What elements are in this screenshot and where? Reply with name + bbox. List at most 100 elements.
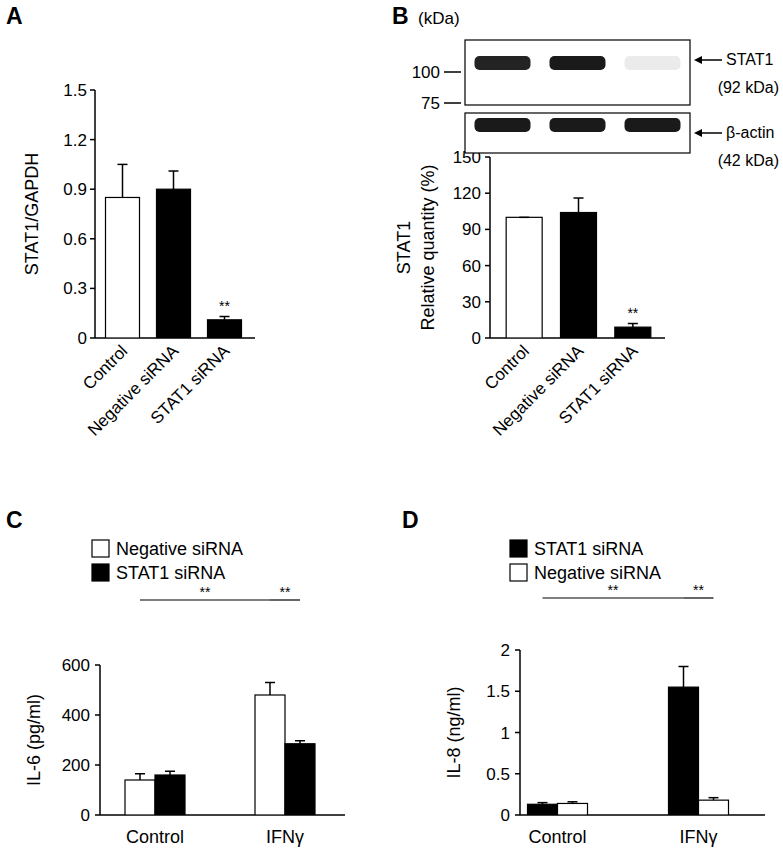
y-tick [90,139,95,141]
legend-label: STAT1 siRNA [116,563,225,583]
y-tick [95,814,100,816]
y-tick-label: 120 [453,184,481,203]
y-tick [95,764,100,766]
y-tick-label: 0 [472,329,481,348]
y-tick-label: 90 [462,220,481,239]
bar [255,695,285,815]
bar [558,803,588,815]
blot-arrowhead [694,56,702,64]
blot-band-size: (92 kDa) [718,79,779,96]
significance-label: ** [693,582,704,598]
error-line [269,683,271,696]
error-cap [679,666,689,668]
panel-letter: D [402,507,419,533]
y-axis-label: IL-6 (pg/ml) [24,694,44,786]
y-tick-label: 600 [62,656,90,675]
error-bar [628,324,638,328]
y-tick [515,732,520,734]
bar [285,744,315,815]
y-tick [485,265,490,267]
error-bar [295,741,305,744]
error-line [683,667,685,688]
marks [125,683,315,816]
error-cap [628,323,638,325]
y-tick-label: 200 [62,756,90,775]
x-tick-label: Control [126,827,184,847]
y-tick-label: 0.6 [63,230,87,249]
bar [155,775,185,815]
y-tick [515,649,520,651]
y-tick [90,188,95,190]
y-axis [94,90,96,338]
bar [699,800,729,815]
blot-band-size: (42 kDa) [718,152,779,169]
y-axis [489,157,491,338]
x-tick-label: IFNγ [680,827,718,847]
y-tick [485,192,490,194]
y-axis-label: Relative quantity (%) [418,164,438,330]
y-tick-label: 400 [62,706,90,725]
significance-label: ** [219,298,230,314]
error-bar [165,771,175,775]
significance-label: ** [280,584,291,600]
error-line [578,198,580,212]
panel-letter: A [6,3,23,29]
marks [528,667,729,816]
y-axis-label: IL-8 (ng/ml) [444,686,464,778]
y-tick-label: 1.2 [63,131,87,150]
error-bar [135,774,145,780]
marks [106,164,242,338]
y-axis-label: STAT1 [394,221,414,274]
y-tick [515,691,520,693]
blot-band [625,56,681,70]
panel: ASTAT1/GAPDH00.30.60.91.21.5ControlNegat… [6,3,255,440]
y-tick [90,89,95,91]
error-cap [568,801,578,803]
blot-arrowhead [694,129,702,137]
x-tick-label: STAT1 siRNA [555,341,642,428]
y-tick [90,238,95,240]
blot-unit: (kDa) [418,9,460,28]
bar [125,780,155,815]
panel: BSTAT1Relative quantity (%)0306090120150… [392,3,779,440]
y-tick-label: 1.5 [486,682,510,701]
bar [561,213,597,338]
error-cap [709,797,719,799]
x-tick-label: Negative siRNA [84,341,183,440]
x-tick-label: Negative siRNA [489,341,588,440]
error-line [173,171,175,189]
blot-box [465,40,690,105]
error-cap [220,316,230,318]
panel: DIL-8 (ng/ml)00.511.52ControlIFNγSTAT1 s… [402,507,765,847]
y-tick-label: 0 [501,806,510,825]
legend-swatch [510,564,527,581]
blot-arrow [700,59,722,61]
x-tick-label: IFNγ [266,827,304,847]
y-tick [90,337,95,339]
blot-band [550,56,606,70]
y-tick-label: 1.5 [63,81,87,100]
blot-arrow [700,132,722,134]
error-bar [679,667,689,688]
error-bar [169,171,179,189]
y-tick-label: 2 [501,641,510,660]
significance-label: ** [200,584,211,600]
error-cap [574,197,584,199]
error-bar [519,217,529,218]
blot-marker-label: 75 [421,94,440,113]
legend-swatch [92,564,109,581]
y-tick [485,301,490,303]
blot-band-label: β-actin [726,124,774,141]
error-bar [220,317,230,320]
y-tick [485,229,490,231]
y-tick-label: 0.5 [486,765,510,784]
y-axis [99,665,101,815]
error-cap [165,771,175,773]
y-tick-label: 30 [462,293,481,312]
bar [157,189,191,338]
marks [506,198,651,338]
y-axis-label: STAT1/GAPDH [22,153,42,275]
y-tick-label: 0.9 [63,180,87,199]
panel: CIL-6 (pg/ml)0200400600ControlIFNγNegati… [6,507,345,847]
y-tick [485,156,490,158]
